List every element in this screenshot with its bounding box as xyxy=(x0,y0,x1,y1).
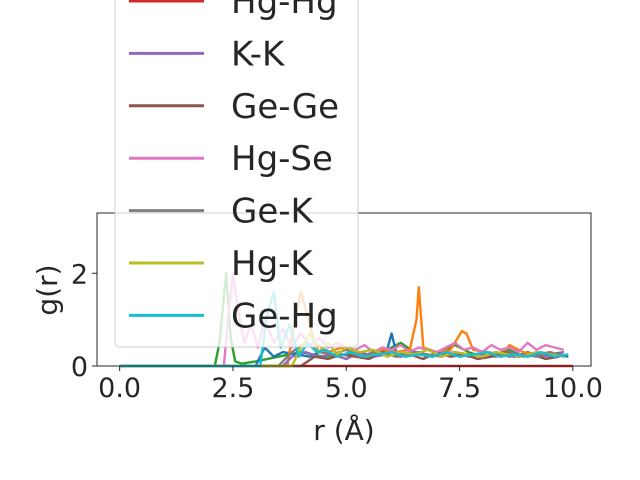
x-tick-label: 0.0 xyxy=(98,373,141,404)
legend-label-k-k: K-K xyxy=(231,34,286,74)
ticks-layer: 0.0 2.5 5.0 7.5 10.0 0 2 xyxy=(71,259,603,404)
legend: Hg-Hg K-K Ge-Ge Hg-Se Ge-K Hg-K Ge-Hg xyxy=(114,0,359,348)
x-tick-label: 5.0 xyxy=(325,373,368,404)
x-tick-label: 10.0 xyxy=(543,373,603,404)
legend-label-hg-se: Hg-Se xyxy=(231,139,333,179)
y-tick-label: 2 xyxy=(71,259,88,290)
legend-label-ge-k: Ge-K xyxy=(231,192,315,232)
legend-box xyxy=(114,0,359,348)
y-tick-label: 0 xyxy=(71,352,88,383)
legend-label-hg-hg: Hg-Hg xyxy=(231,0,338,22)
x-tick-label: 2.5 xyxy=(211,373,254,404)
legend-label-hg-k: Hg-K xyxy=(231,244,314,284)
legend-label-ge-ge: Ge-Ge xyxy=(231,87,339,127)
x-axis-label: r (Å) xyxy=(313,413,374,447)
y-axis-label: g(r) xyxy=(31,264,64,315)
x-tick-label: 7.5 xyxy=(438,373,481,404)
legend-label-ge-hg: Ge-Hg xyxy=(231,296,338,336)
